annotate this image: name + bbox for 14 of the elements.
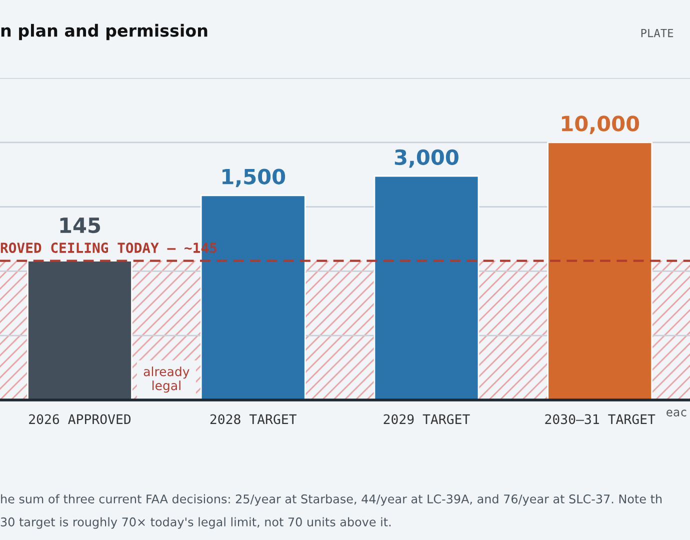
data-label: 145 [60,218,100,234]
band-label: already legal [144,366,190,393]
text: eac [666,410,686,416]
chart-subtitle: PLATE [641,28,674,38]
x-tick-label: 2030–31 TARGET [545,414,656,424]
x-tick-label: 2026 APPROVED [29,414,131,424]
text: he sum of three current FAA decisions: 25/year at Starbase, 44/year at LC-39A, and 76/year at SLC-37. Note th [1,494,662,506]
data-label: 10,000 [562,116,640,134]
data-label: 1,500 [222,168,286,188]
chart-title: n plan and permission [1,24,208,40]
x-tick-label: 2029 TARGET [384,414,470,424]
x-tick-label: 2028 TARGET [210,414,297,424]
text: 30 target is roughly 70× today's legal limit, not 70 units above it. [0,517,391,529]
data-label: 3,000 [394,149,458,168]
